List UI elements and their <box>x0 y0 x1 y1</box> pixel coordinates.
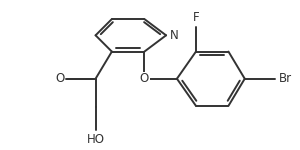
Text: N: N <box>170 29 179 42</box>
Text: Br: Br <box>279 72 292 85</box>
Text: F: F <box>193 11 199 24</box>
Text: O: O <box>140 72 149 85</box>
Text: HO: HO <box>87 134 105 147</box>
Text: O: O <box>55 72 64 85</box>
